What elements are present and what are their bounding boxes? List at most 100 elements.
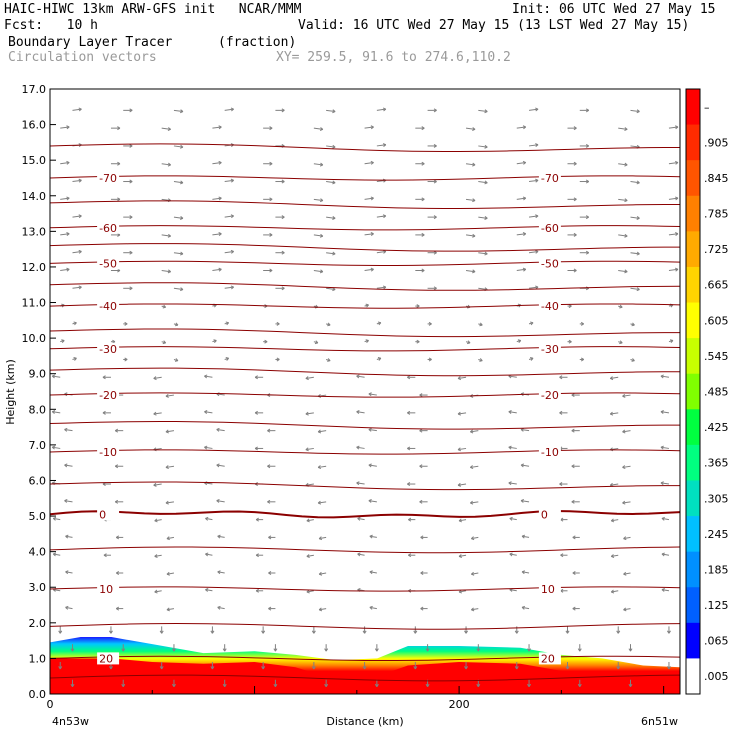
vector-arrowhead [102, 410, 106, 415]
vector-arrowhead [129, 143, 133, 148]
vector-arrowhead [154, 518, 158, 523]
vector-arrow [471, 536, 479, 540]
vector-arrowhead [433, 143, 437, 148]
vector-arrowhead [281, 179, 285, 184]
vector-arrow [356, 375, 365, 378]
vector-arrowhead [180, 109, 184, 114]
vector-arrow [630, 287, 640, 290]
vector-arrowhead [382, 214, 387, 219]
vector-arrowhead [535, 143, 539, 148]
vector-arrow [326, 252, 336, 255]
vector-arrowhead [433, 215, 437, 220]
vector-arrow [630, 145, 640, 148]
vector-arrowhead [469, 465, 474, 470]
vector-arrowhead [356, 445, 360, 450]
vector-arrow [305, 412, 314, 415]
vector-arrowhead [210, 666, 215, 670]
vector-arrowhead [572, 606, 576, 611]
vector-arrowhead [622, 465, 626, 470]
y-tick-label: 17.0 [22, 83, 47, 96]
vector-arrowhead [408, 517, 412, 522]
vector-arrowhead [428, 357, 432, 362]
y-tick-label: 8.0 [29, 403, 47, 416]
vector-arrow [376, 215, 386, 218]
vector-arrow [216, 393, 225, 396]
vector-arrowhead [407, 375, 411, 380]
vector-arrowhead [218, 125, 222, 130]
forecast-hour: Fcst: 10 h [4, 18, 98, 33]
contour-label-bg [538, 508, 561, 521]
vector-arrow [528, 215, 539, 218]
vector-arrowhead [78, 214, 82, 219]
vector-arrow [509, 517, 517, 521]
y-tick-label: 12.0 [22, 261, 47, 274]
vector-arrowhead [204, 374, 208, 379]
vector-arrowhead [464, 630, 469, 634]
colorbar-swatch [686, 516, 700, 553]
vector-arrow [326, 216, 336, 219]
vector-arrowhead [457, 482, 462, 487]
vector-arrowhead [205, 588, 209, 592]
vector-arrowhead [382, 107, 387, 112]
vector-arrow [521, 535, 530, 538]
vector-arrow [470, 430, 479, 433]
contour-line [50, 655, 680, 662]
x-axis-label: Distance (km) [326, 715, 403, 728]
vector-arrow [204, 411, 213, 414]
vector-arrowhead [114, 428, 119, 433]
vector-arrowhead [153, 376, 157, 381]
vector-arrow [458, 590, 467, 593]
vector-arrowhead [573, 268, 577, 273]
y-tick-label: 15.0 [22, 154, 47, 167]
vector-arrow [72, 215, 82, 218]
colorbar-label: .425 [704, 421, 729, 434]
vector-arrow [623, 608, 631, 611]
vector-arrowhead [624, 198, 628, 203]
vector-arrow [306, 590, 314, 593]
vector-arrowhead [180, 216, 184, 220]
contour-label: -40 [541, 300, 559, 313]
vector-arrowhead [470, 536, 475, 541]
vector-arrowhead [514, 630, 519, 634]
vector-arrow [369, 535, 377, 538]
vector-arrow [368, 428, 377, 432]
vector-arrow [216, 428, 225, 432]
contour-label-bg [97, 300, 120, 313]
contour-line [50, 623, 680, 630]
vector-arrowhead [324, 683, 329, 688]
vector-arrow [64, 500, 73, 503]
vector-arrowhead [457, 411, 462, 416]
vector-arrowhead [180, 180, 184, 185]
vector-arrowhead [413, 630, 418, 634]
vector-arrowhead [222, 648, 227, 652]
colorbar-swatch [686, 622, 700, 659]
contour-label: -10 [541, 446, 559, 459]
vector-arrowhead [255, 588, 259, 593]
vector-arrow [318, 465, 327, 468]
vector-arrow [465, 127, 476, 130]
contour-line [50, 243, 680, 252]
vector-arrowhead [571, 393, 575, 398]
vector-arrow [52, 375, 61, 378]
contour-label: 20 [541, 652, 555, 665]
vector-arrowhead [180, 287, 184, 292]
vector-arrow [364, 233, 374, 236]
vector-arrow [217, 606, 225, 610]
vector-arrow [623, 536, 631, 540]
vector-arrowhead [154, 589, 158, 594]
vector-arrowhead [571, 428, 575, 433]
vector-arrow [313, 198, 323, 202]
vector-arrowhead [108, 666, 113, 670]
vector-arrowhead [484, 109, 488, 114]
vector-arrowhead [610, 518, 615, 523]
vector-arrowhead [103, 553, 107, 558]
vector-arrow [60, 268, 70, 271]
vector-arrowhead [472, 233, 476, 238]
vector-arrow [165, 465, 175, 468]
vector-arrow [357, 553, 365, 556]
vector-arrowhead [311, 666, 316, 670]
y-tick-label: 11.0 [22, 297, 47, 310]
vector-arrowhead [276, 357, 280, 362]
vector-arrowhead [318, 571, 323, 576]
vector-arrow [668, 233, 679, 236]
